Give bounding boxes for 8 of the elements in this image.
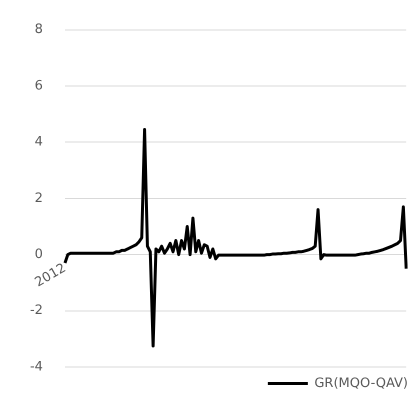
y-tick-label: 8 (34, 22, 43, 38)
y-tick-label: -2 (30, 303, 43, 318)
y-tick-label: 4 (34, 134, 43, 150)
y-tick-label: 6 (34, 78, 43, 94)
legend-label: GR(MQO-QAV) (314, 376, 408, 391)
y-tick-label: -4 (30, 359, 43, 374)
y-tick-label: 2 (34, 190, 43, 206)
y-tick-label: 0 (34, 246, 43, 262)
